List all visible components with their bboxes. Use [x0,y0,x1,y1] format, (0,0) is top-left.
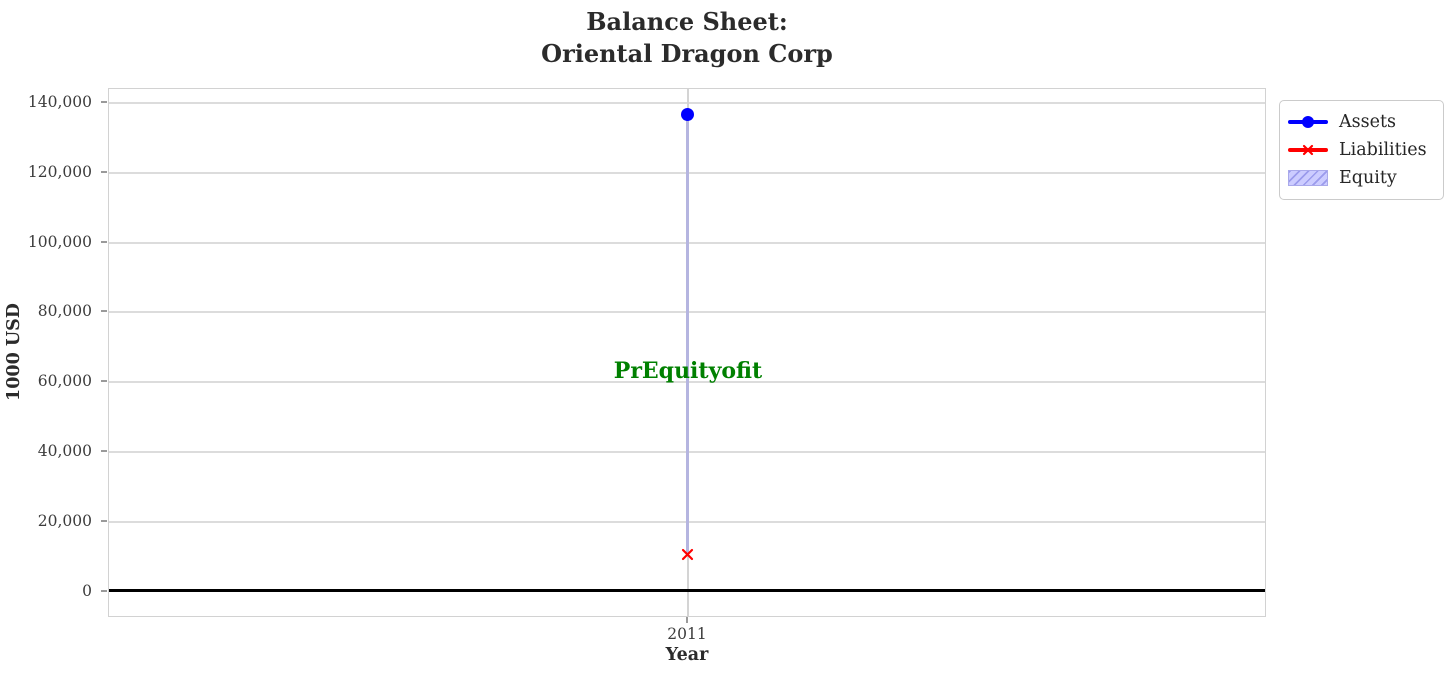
zero-line [109,589,1265,592]
chart-title-line1: Balance Sheet: [586,7,788,36]
y-tick-mark [101,241,107,243]
equity-patch-swatch [1288,169,1328,187]
y-tick-label: 100,000 [27,233,92,251]
y-tick-mark [101,590,107,592]
x-tick-label: 2011 [667,625,707,643]
y-tick-label: 0 [82,582,92,600]
y-tick-label: 60,000 [37,372,92,390]
chart-title: Balance Sheet: Oriental Dragon Corp [108,6,1266,70]
legend-label-equity: Equity [1339,168,1397,188]
assets-circle-marker-icon [1302,116,1314,128]
liabilities-x-marker-icon [1302,144,1314,156]
y-tick-label: 40,000 [37,442,92,460]
y-tick-mark [101,380,107,382]
y-tick-mark [101,520,107,522]
y-tick-mark [101,450,107,452]
equity-hatched-patch-icon [1288,170,1328,186]
liabilities-line-swatch [1288,141,1328,159]
chart-annotation: PrEquityofit [613,358,763,384]
legend-item-liabilities: Liabilities [1288,136,1435,164]
y-tick-label: 120,000 [27,163,92,181]
assets-data-point [681,108,694,121]
plot-area: PrEquityofit [108,88,1266,617]
y-tick-label: 20,000 [37,512,92,530]
x-marker-icon [681,548,694,561]
x-tick-mark [686,617,688,623]
assets-line-swatch [1288,113,1328,131]
legend-label-assets: Assets [1339,112,1396,132]
liabilities-data-point [681,546,694,561]
y-tick-label: 140,000 [27,93,92,111]
legend-item-equity: Equity [1288,164,1435,192]
legend-item-assets: Assets [1288,108,1435,136]
x-axis-label: Year [665,645,709,665]
legend-label-liabilities: Liabilities [1339,140,1427,160]
equity-band [686,114,689,553]
y-tick-mark [101,310,107,312]
chart-title-line2: Oriental Dragon Corp [541,39,833,68]
y-tick-mark [101,101,107,103]
y-tick-label: 80,000 [37,302,92,320]
chart-legend: Assets Liabilities Equity [1279,100,1444,200]
y-tick-mark [101,171,107,173]
